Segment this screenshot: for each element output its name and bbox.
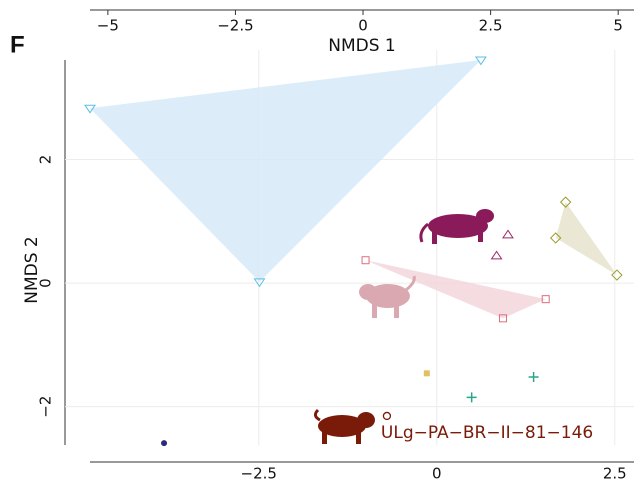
y-axis-title: NMDS 2 xyxy=(22,236,42,304)
x-tick-label: −2.5 xyxy=(241,465,277,481)
top-tick-label: 5 xyxy=(613,17,623,35)
silhouette-pink xyxy=(359,276,414,318)
hull xyxy=(90,60,481,282)
x-tick-label: 0 xyxy=(432,465,442,481)
x-tick-label: 2.5 xyxy=(603,465,627,481)
point xyxy=(161,440,167,446)
top-tick-label: −2.5 xyxy=(217,17,253,35)
chart: F NMDS 1 NMDS 2 −2.5 0 2.5 −5 −2.5 0 2.5 5 −2 0 2 U… xyxy=(0,0,634,481)
y-tick-label: 2 xyxy=(37,155,55,165)
hull xyxy=(556,202,617,275)
y-tick-label: 0 xyxy=(37,278,55,288)
point xyxy=(529,372,539,382)
silhouette-purple xyxy=(421,209,494,244)
point xyxy=(467,392,477,402)
point xyxy=(383,412,390,419)
panel-label: F xyxy=(10,31,25,58)
top-tick-label: 0 xyxy=(358,17,368,35)
point xyxy=(503,230,513,238)
point xyxy=(424,370,430,376)
silhouette-brown xyxy=(315,410,375,444)
y-tick-label: −2 xyxy=(37,396,55,418)
x-axis-title: NMDS 1 xyxy=(328,36,396,56)
point-label: ULg−PA−BR−II−81−146 xyxy=(381,423,593,443)
point xyxy=(492,251,502,258)
top-tick-label: 2.5 xyxy=(479,17,503,35)
top-tick-label: −5 xyxy=(97,17,119,35)
